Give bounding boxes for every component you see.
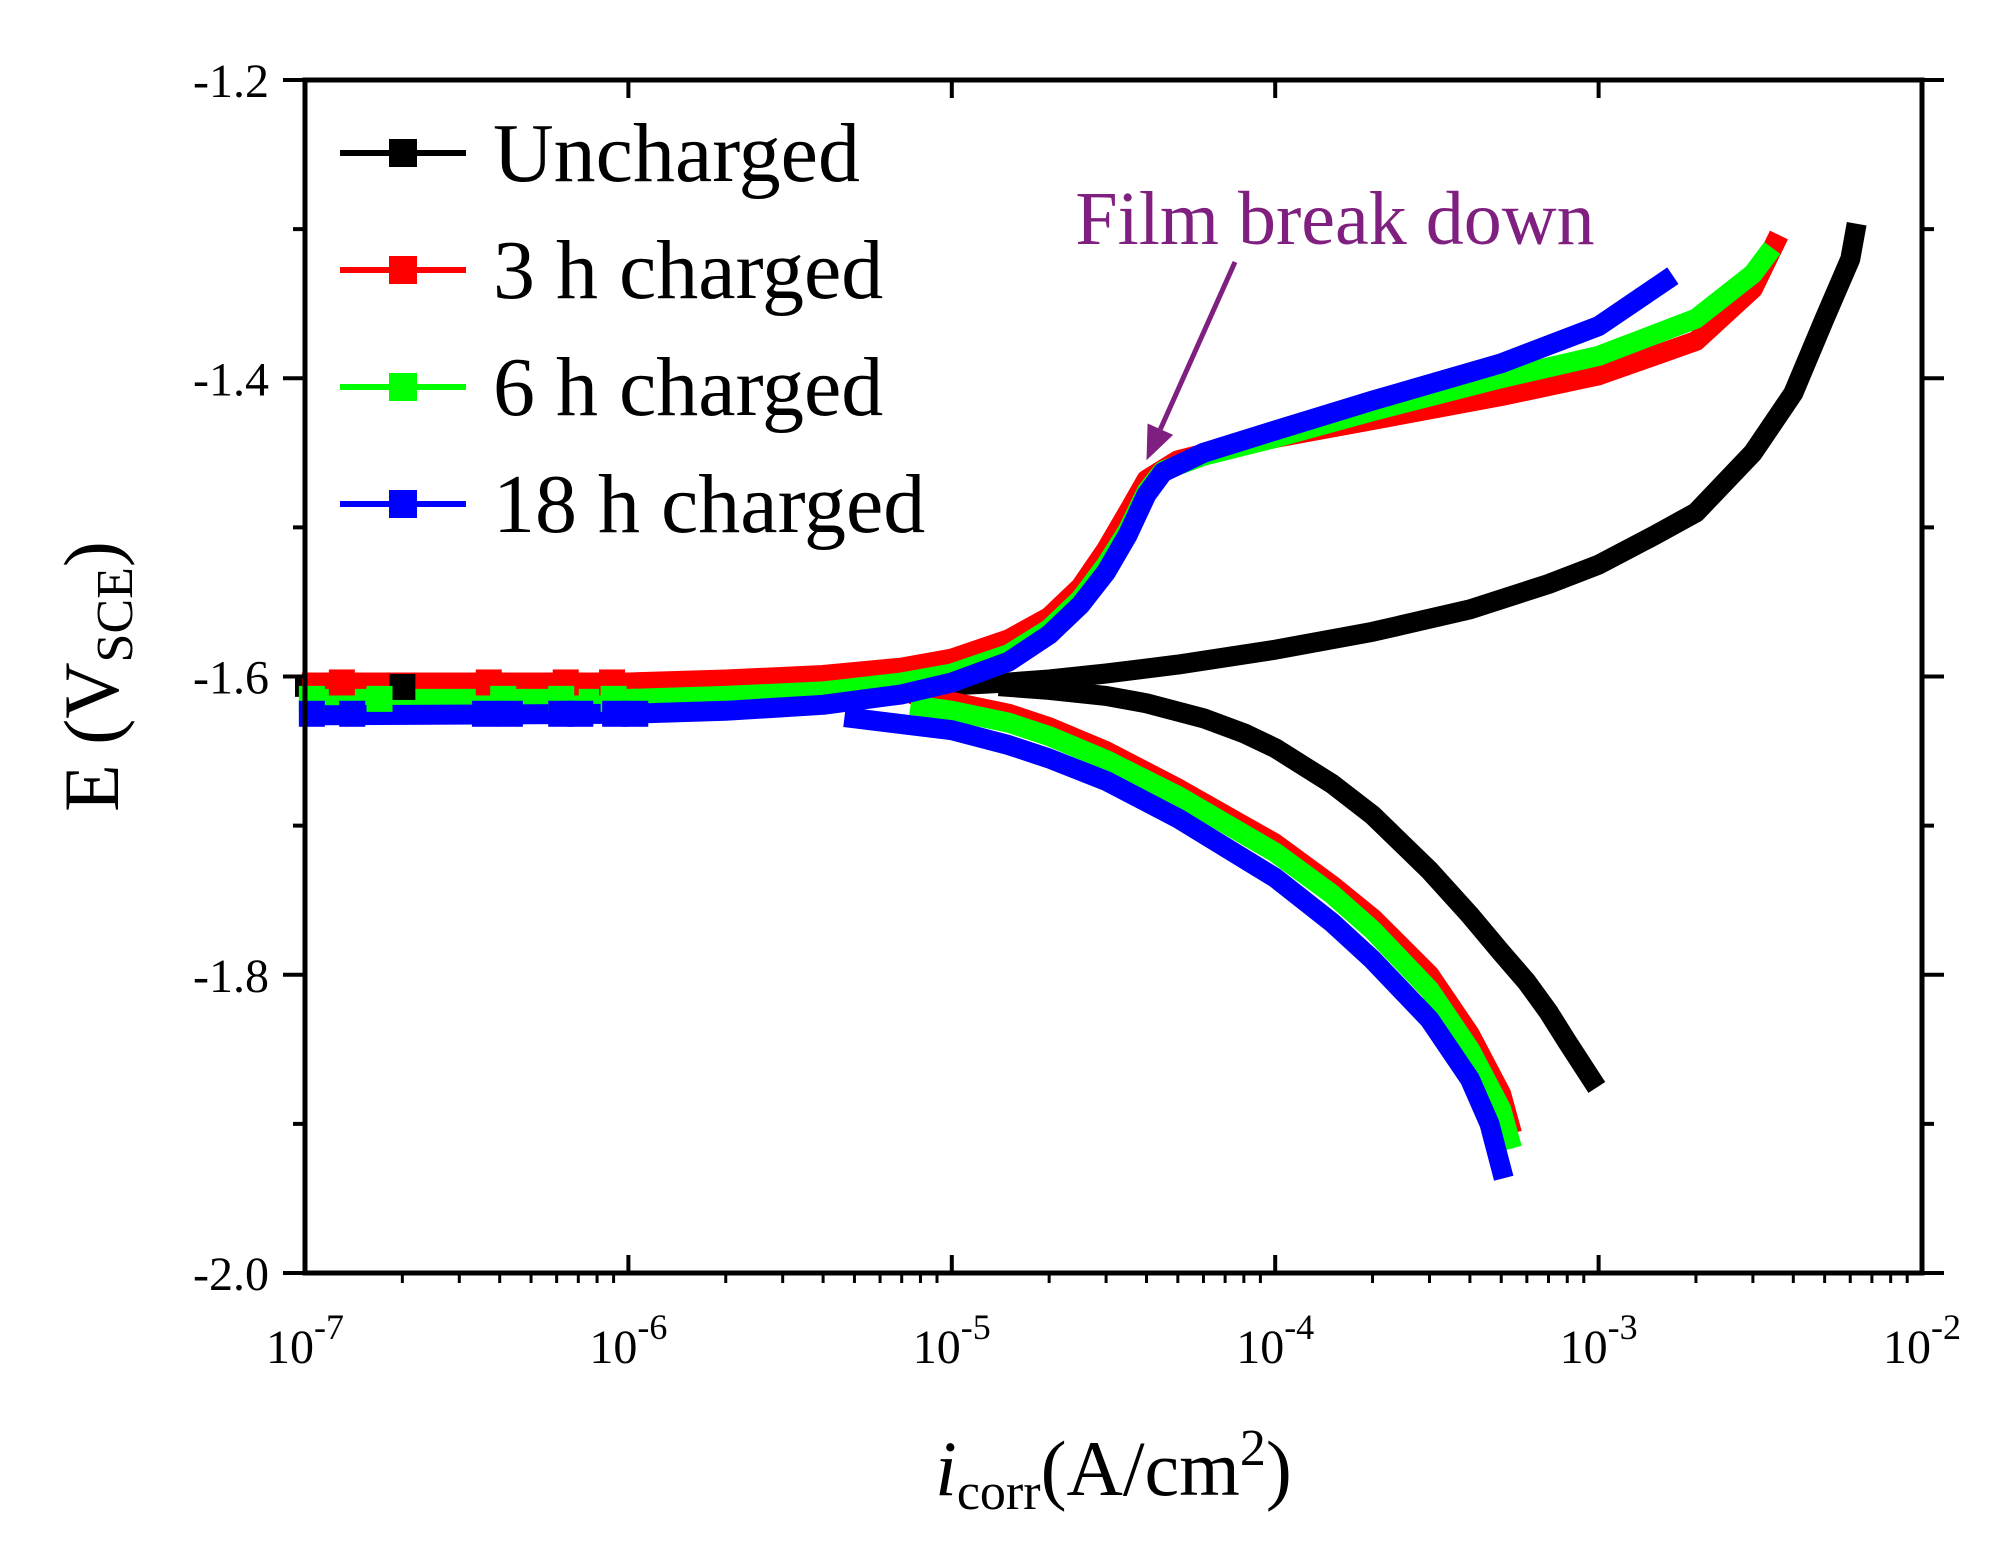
series-3-branch-1 bbox=[843, 707, 1514, 1181]
x-tick-base: 10 bbox=[266, 1321, 314, 1374]
series-1-marker bbox=[328, 669, 355, 696]
legend-label: 18 h charged bbox=[493, 458, 925, 551]
series-3-branch-0 bbox=[301, 267, 1679, 726]
curves-layer bbox=[295, 221, 1867, 1181]
y-title-close: ) bbox=[48, 541, 135, 567]
x-tick-base: 10 bbox=[1560, 1321, 1608, 1374]
annotation-arrow-head bbox=[1146, 423, 1174, 461]
x-tick-exp: -7 bbox=[314, 1307, 344, 1347]
series-0-marker bbox=[389, 673, 416, 700]
x-tick-exp: -2 bbox=[1931, 1307, 1961, 1347]
y-axis: -1.2 -1.4 -1.6 -1.8 -2.0 bbox=[193, 55, 1944, 1301]
series-3-marker bbox=[471, 700, 498, 727]
y-tick-label: -2.0 bbox=[193, 1248, 269, 1301]
x-tick-label: 10-7 bbox=[266, 1307, 344, 1374]
x-tick-label: 10-3 bbox=[1560, 1307, 1638, 1374]
legend-label: 6 h charged bbox=[493, 341, 883, 434]
series-3-marker bbox=[622, 700, 649, 727]
x-tick-exp: -5 bbox=[961, 1307, 991, 1347]
x-tick-label: 10-5 bbox=[913, 1307, 991, 1374]
legend-marker bbox=[389, 256, 417, 284]
x-tick-base: 10 bbox=[589, 1321, 637, 1374]
series-0-branch-1 bbox=[997, 676, 1606, 1093]
annotation: Film break down bbox=[1075, 177, 1595, 461]
x-title-sup: 2 bbox=[1240, 1420, 1266, 1477]
y-title-sub: SCE bbox=[87, 567, 144, 662]
x-title-main: (A/cm bbox=[1041, 1425, 1240, 1512]
series-3-marker bbox=[496, 700, 523, 727]
x-tick-exp: -4 bbox=[1284, 1307, 1314, 1347]
legend-label: Uncharged bbox=[493, 107, 860, 200]
legend-marker bbox=[389, 490, 417, 518]
x-title-italic: i bbox=[935, 1425, 957, 1512]
y-tick-label: -1.4 bbox=[193, 353, 269, 406]
series-2-marker bbox=[366, 685, 393, 712]
annotation-text: Film break down bbox=[1075, 177, 1594, 261]
x-tick-label: 10-2 bbox=[1883, 1307, 1961, 1374]
x-tick-base: 10 bbox=[1883, 1321, 1931, 1374]
x-tick-base: 10 bbox=[913, 1321, 961, 1374]
x-tick-base: 10 bbox=[1236, 1321, 1284, 1374]
x-axis: 10-7 10-6 10-5 10-4 10-3 10-2 bbox=[266, 80, 1961, 1374]
series-3-marker bbox=[339, 700, 366, 727]
x-tick-exp: -6 bbox=[637, 1307, 667, 1347]
x-title-sub: corr bbox=[957, 1464, 1041, 1521]
y-tick-label: -1.8 bbox=[193, 950, 269, 1003]
legend: Uncharged 3 h charged 6 h charged 18 h char… bbox=[340, 107, 925, 551]
x-axis-title: icorr(A/cm2) bbox=[935, 1420, 1292, 1521]
y-tick-label: -1.6 bbox=[193, 652, 269, 705]
legend-marker bbox=[389, 139, 417, 167]
legend-label: 3 h charged bbox=[493, 224, 883, 317]
legend-marker bbox=[389, 373, 417, 401]
x-tick-exp: -3 bbox=[1608, 1307, 1638, 1347]
x-tick-label: 10-6 bbox=[589, 1307, 667, 1374]
annotation-arrow-line bbox=[1158, 260, 1238, 431]
series-3-marker bbox=[567, 700, 594, 727]
y-tick-label: -1.2 bbox=[193, 55, 269, 108]
y-axis-title: E (VSCE) bbox=[48, 541, 144, 812]
x-tick-label: 10-4 bbox=[1236, 1307, 1314, 1374]
series-1-branch-1 bbox=[908, 684, 1522, 1137]
y-title-main: E (V bbox=[48, 662, 135, 811]
x-title-close: ) bbox=[1266, 1425, 1292, 1512]
series-2-branch-1 bbox=[909, 694, 1522, 1152]
